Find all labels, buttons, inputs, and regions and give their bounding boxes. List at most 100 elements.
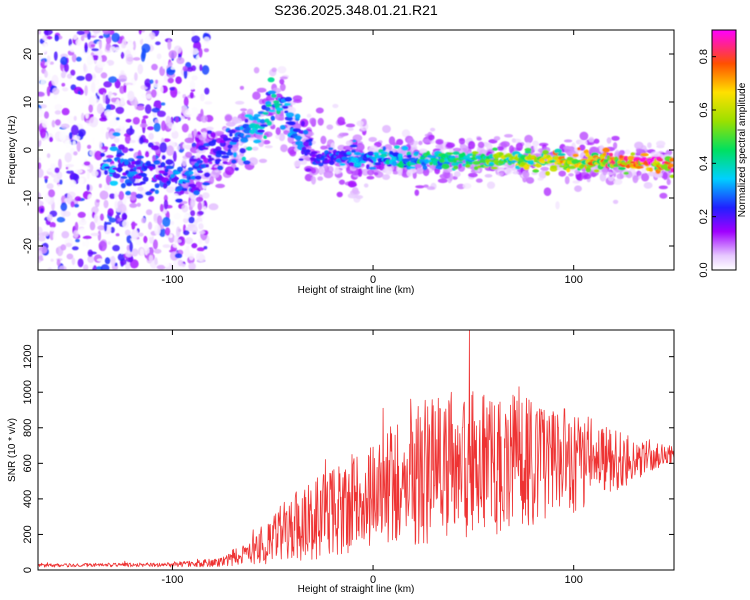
spectrogram-cell — [152, 239, 158, 250]
spectrogram-cell — [577, 147, 581, 151]
spectrogram-cell — [279, 125, 286, 130]
spectrogram-cell — [204, 30, 211, 33]
spectrogram-cell — [221, 155, 230, 159]
spectrogram-cell — [115, 154, 122, 158]
spectrogram-cell — [44, 111, 49, 119]
spectrogram-cell — [87, 194, 93, 202]
spectrogram-cell — [184, 248, 190, 258]
spectrogram-cell — [130, 171, 139, 175]
spectrogram-cell — [77, 90, 81, 95]
spectrogram-cell — [168, 50, 177, 59]
spectrogram-cell — [64, 140, 72, 149]
spectrogram-cell — [66, 73, 73, 79]
spectrogram-cell — [444, 172, 451, 179]
spectrogram-cell — [545, 171, 550, 176]
spectrogram-cell — [38, 250, 43, 257]
spectrogram-cell — [145, 150, 150, 158]
spectrogram-cell — [156, 264, 166, 270]
spectrogram-cell — [83, 63, 87, 72]
spectrogram-cell — [149, 79, 154, 84]
spectrogram-cell — [537, 177, 544, 181]
spectrogram-cell — [121, 38, 127, 49]
spectrogram-cell — [149, 247, 154, 256]
spectrogram-cell — [593, 169, 600, 173]
spectrogram-cell — [87, 211, 94, 221]
spectrogram-cell — [317, 117, 324, 126]
spectrogram-cell — [38, 259, 41, 263]
spectrogram-cell — [253, 113, 261, 118]
spectrogram-cell — [512, 170, 519, 175]
spectrogram-cell — [112, 173, 121, 179]
spectrogram-cell — [208, 203, 219, 211]
spectrogram-cell — [356, 120, 364, 127]
spectrogram-cell — [648, 167, 654, 173]
spectrogram-cell — [87, 144, 92, 149]
spectrogram-cell — [161, 120, 166, 132]
spectrogram-cell — [198, 47, 203, 58]
spectrogram-cell — [574, 185, 582, 192]
spectrogram-cell — [467, 140, 476, 150]
spectrogram-cell — [185, 151, 193, 158]
spectrogram-cell — [61, 107, 70, 116]
spectrogram-cell — [46, 153, 51, 159]
spectrogram-cell — [275, 127, 281, 136]
colorbar-gradient — [711, 29, 737, 271]
spectrogram-cell — [115, 214, 121, 224]
spectrogram-cell — [396, 138, 404, 146]
spectrogram-cell — [74, 169, 83, 174]
spectrogram-cell — [71, 257, 76, 266]
spectrogram-cell — [669, 157, 674, 162]
spectrogram-cell — [231, 145, 239, 152]
spectrogram-cell — [185, 237, 194, 245]
spectrogram-cell — [63, 63, 69, 73]
spectrogram-cell — [161, 154, 166, 160]
spectrogram-cell — [458, 137, 466, 145]
spectrogram-cell — [493, 136, 501, 141]
spectrogram-cell — [234, 118, 243, 124]
spectrogram-cell — [105, 62, 109, 69]
spectrogram-cell — [566, 167, 571, 173]
spectrogram-cell — [367, 169, 375, 176]
spectrogram-cell — [199, 64, 203, 72]
spectrogram-cell — [107, 241, 111, 245]
spectrogram-cell — [147, 126, 154, 131]
spectrogram-cell — [175, 198, 183, 203]
y-tick-label: -10 — [22, 190, 34, 206]
spectrogram-cell — [338, 132, 347, 137]
spectrogram-cell — [253, 139, 262, 144]
spectrogram-cell — [114, 262, 118, 267]
spectrogram-cell — [205, 163, 210, 168]
spectrogram-cell — [40, 78, 46, 87]
spectrogram-cell — [72, 140, 76, 147]
spectrogram-cell — [117, 144, 125, 150]
spectrogram-cell — [435, 165, 443, 170]
spectrogram-cell — [202, 182, 211, 186]
spectrogram-cell — [379, 151, 389, 155]
spectrogram-cell — [92, 30, 101, 34]
spectrogram-cell — [204, 101, 213, 105]
spectrogram-cell — [435, 144, 445, 149]
spectrogram-cell — [504, 134, 513, 138]
spectrogram-cell — [191, 75, 198, 81]
spectrogram-cell — [73, 115, 77, 121]
spectrogram-cell — [546, 154, 552, 159]
spectrogram-cell — [93, 213, 98, 224]
spectrogram-cell — [47, 168, 54, 173]
spectrogram-cell — [191, 243, 198, 249]
spectrogram-cell — [137, 186, 144, 192]
spectrogram-cell — [68, 44, 78, 53]
spectrogram-cell — [200, 115, 208, 123]
spectrogram-cell — [124, 229, 131, 236]
spectrogram-cell — [157, 215, 163, 226]
spectrogram-cell — [260, 124, 268, 128]
spectrogram-cell — [305, 168, 312, 172]
spectrogram-cell — [84, 30, 90, 35]
spectrogram-cell — [123, 82, 127, 93]
spectrogram-cell — [181, 204, 189, 213]
spectrogram-cell — [619, 154, 623, 159]
spectrogram-cell — [68, 166, 72, 171]
spectrogram-cell — [95, 133, 104, 139]
spectrogram-cell — [90, 232, 99, 237]
spectrogram-cell — [148, 254, 154, 263]
spectrogram-cell — [192, 120, 201, 130]
